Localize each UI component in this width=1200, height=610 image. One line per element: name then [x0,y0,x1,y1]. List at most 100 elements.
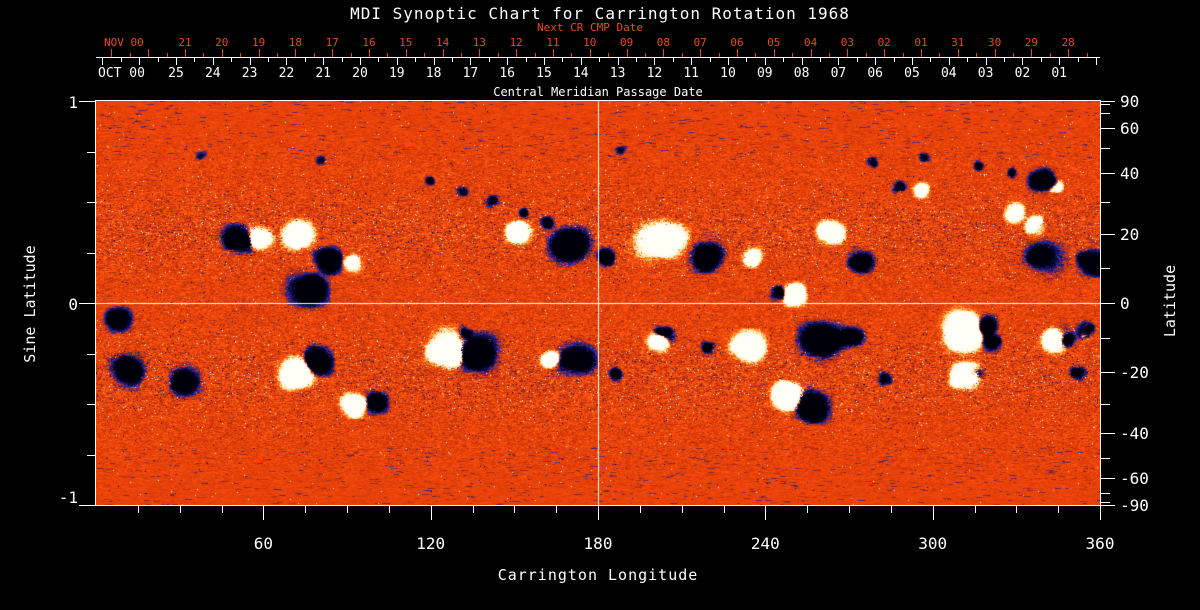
longitude-minor-tick [347,506,348,513]
cmp-tick [728,58,729,65]
next-cr-tick [608,53,610,57]
cmp-tick [599,58,601,62]
next-cr-tick [792,53,794,57]
longitude-tick-label: 120 [416,534,446,553]
next-cr-tick [994,49,996,57]
latitude-labeled-tick [1101,505,1115,506]
cmp-tick [544,58,545,65]
next-cr-tick [148,49,150,57]
next-cr-tick [681,53,683,57]
latitude-minor-tick [1101,457,1110,459]
sine-latitude-tick-label: 0 [68,295,78,314]
cmp-tick [507,58,509,65]
next-cr-day-label: 01 [914,36,928,49]
cmp-day-label: 17 [462,66,479,81]
cmp-tick [231,58,233,62]
cmp-tick [378,58,380,62]
next-cr-tick [350,53,352,57]
next-cr-day-label: 14 [435,36,450,49]
cmp-day-label: 14 [572,66,589,81]
next-cr-tick [369,49,370,57]
cmp-day-label: 21 [315,66,332,81]
cmp-tick [930,58,932,62]
latitude-tick-label: -60 [1120,468,1149,488]
cmp-axis-line [96,57,1100,58]
next-cr-tick [737,49,738,57]
longitude-tick-label: 60 [253,534,273,553]
longitude-axis-title: Carrington Longitude [497,566,699,584]
latitude-tick-label: -20 [1120,363,1149,383]
longitude-tick-label: 240 [750,534,780,553]
sine-latitude-minor-tick [87,202,95,203]
cmp-tick [360,58,361,65]
next-cr-tick [1013,53,1014,57]
next-cr-tick [755,53,757,57]
next-cr-tick [461,53,462,57]
next-cr-day-label: 28 [1061,36,1075,49]
sine-latitude-minor-tick [87,252,95,254]
cmp-tick [415,58,417,62]
next-cr-day-label: 03 [840,36,855,49]
cmp-tick [875,58,877,65]
cmp-day-label: 22 [278,66,295,81]
cmp-day-label: 20 [352,66,368,81]
cmp-tick [636,58,637,62]
cmp-tick [102,58,104,65]
latitude-labeled-tick [1101,432,1115,434]
next-cr-tick [553,49,554,57]
cmp-tick [1022,58,1024,65]
cmp-tick [820,58,821,62]
longitude-minor-tick [849,506,850,513]
latitude-labeled-tick [1101,372,1115,374]
cmp-tick [764,58,766,65]
sine-latitude-minor-tick [87,404,95,405]
longitude-minor-tick [1058,506,1060,513]
cmp-tick [709,58,711,62]
cmp-date-axis-title: Central Meridian Passage Date [493,85,703,99]
cmp-tick [856,58,858,62]
next-cr-month-label: NOV 00 [104,36,144,49]
cmp-tick [948,58,950,65]
next-cr-tick [700,49,702,57]
cmp-day-label: 12 [646,66,663,81]
next-cr-tick [921,49,922,57]
next-cr-tick [810,49,812,57]
cmp-day-label: 07 [830,66,847,81]
cmp-tick [452,58,453,62]
next-cr-tick [957,49,959,57]
cmp-tick [691,58,693,65]
longitude-tick-label: 300 [918,534,948,553]
next-cr-tick [1049,53,1051,57]
cmp-day-label: 10 [720,66,736,81]
magnetogram-canvas [96,101,1100,505]
cmp-tick [617,58,619,65]
cmp-day-label: 19 [388,66,405,81]
next-cr-day-label: 17 [325,36,339,49]
cmp-tick [268,58,269,62]
latitude-minor-tick [1101,104,1110,106]
latitude-tick-label: 60 [1120,119,1140,139]
next-cr-day-label: 06 [730,36,744,49]
next-cr-tick [902,53,904,57]
cmp-tick [194,58,196,62]
next-cr-tick [865,53,867,57]
next-cr-day-label: 19 [251,36,266,49]
next-cr-tick [240,53,242,57]
cmp-tick [304,58,306,62]
next-cr-day-label: 18 [288,36,303,49]
next-cr-day-label: 04 [803,36,818,49]
next-cr-tick [534,53,536,57]
cmp-day-label: 03 [977,66,994,81]
cmp-tick [838,58,840,65]
cmp-tick [801,58,803,65]
sine-latitude-minor-tick [87,454,95,456]
sine-latitude-minor-tick [87,151,95,153]
cmp-tick [139,58,141,65]
cmp-tick [488,58,490,62]
cmp-day-label: 13 [609,66,626,81]
cmp-tick [176,58,177,65]
next-cr-tick [277,53,278,57]
cmp-tick [1077,58,1079,62]
latitude-minor-tick [1101,267,1110,269]
cmp-month-label: OCT 00 [98,66,145,81]
